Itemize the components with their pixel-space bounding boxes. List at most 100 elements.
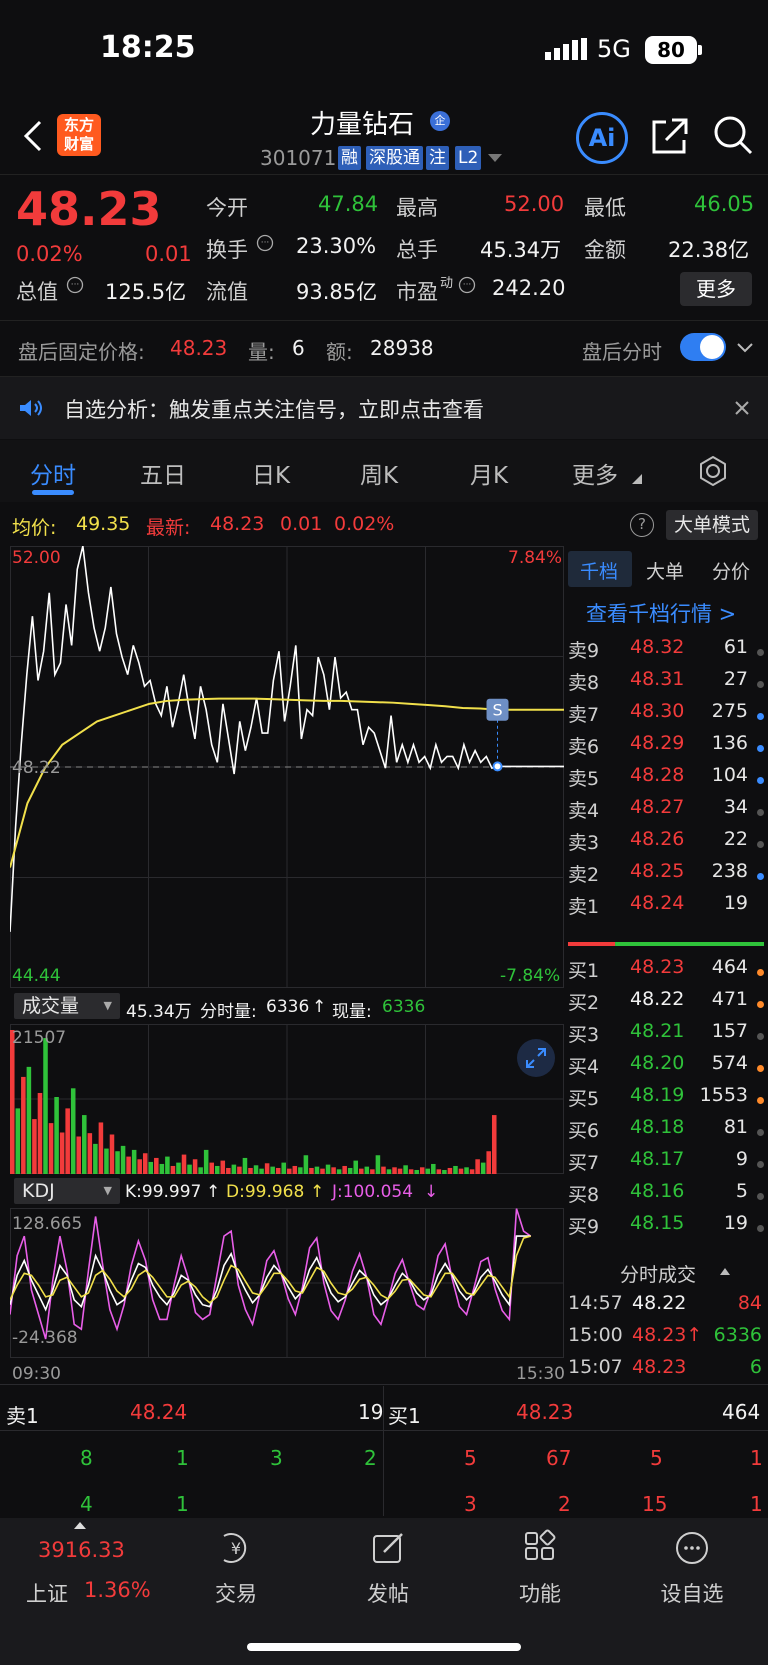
order-book-row[interactable]: 买8 48.16 5 — [566, 1180, 766, 1214]
tab-big-order[interactable]: 大单 — [646, 561, 685, 583]
add-watchlist-icon[interactable] — [642, 1528, 742, 1568]
kdj-indicator-select[interactable]: KDJ ▼ — [14, 1178, 120, 1204]
volume-bar — [142, 1153, 148, 1174]
order-book-row[interactable]: 卖4 48.27 34 — [566, 796, 766, 830]
chevron-down-icon[interactable] — [488, 154, 502, 164]
volume-bar — [253, 1165, 259, 1174]
volume-bar — [314, 1166, 320, 1174]
order-book-row[interactable]: 买2 48.22 471 — [566, 988, 766, 1022]
order-book-row[interactable]: 卖2 48.25 238 — [566, 860, 766, 894]
post-icon[interactable] — [338, 1528, 438, 1568]
volume-bar — [353, 1160, 359, 1174]
order-volume: 464 — [711, 956, 748, 978]
volume-bar — [458, 1168, 464, 1174]
volume-bar — [491, 1115, 497, 1174]
ai-button[interactable]: Ai — [576, 112, 628, 164]
order-volume: 19 — [723, 1212, 748, 1234]
index-value[interactable]: 3916.33 — [38, 1538, 125, 1562]
order-book-row[interactable]: 买9 48.15 19 — [566, 1212, 766, 1246]
order-book-row[interactable]: 买1 48.23 464 — [566, 956, 766, 990]
index-name[interactable]: 上证 — [26, 1582, 68, 1606]
nav-function[interactable]: 功能 — [519, 1582, 561, 1606]
avg-price-line — [10, 697, 498, 868]
notice-banner[interactable] — [0, 377, 768, 439]
info-icon[interactable]: ··· — [256, 234, 274, 252]
help-icon[interactable]: ? — [630, 513, 654, 537]
share-icon[interactable] — [650, 116, 690, 156]
time-start-label: 09:30 — [12, 1364, 61, 1384]
avg-price-value: 49.35 — [76, 513, 131, 535]
volume-bar — [220, 1160, 226, 1174]
k-line — [10, 1235, 531, 1312]
order-book-row[interactable]: 卖3 48.26 22 — [566, 828, 766, 862]
nav-trade[interactable]: 交易 — [215, 1582, 257, 1606]
order-book-row[interactable]: 买6 48.18 81 — [566, 1116, 766, 1150]
order-book-row[interactable]: 买5 48.19 1553 — [566, 1084, 766, 1118]
status-time: 18:25 — [100, 30, 196, 65]
chevron-down-icon[interactable] — [736, 342, 754, 354]
tab-daily-k[interactable]: 日K — [252, 463, 291, 489]
order-book-row[interactable]: 卖5 48.28 104 — [566, 764, 766, 798]
order-book-row[interactable]: 卖6 48.29 136 — [566, 732, 766, 766]
bottom-buy-vol: 464 — [722, 1400, 761, 1424]
nav-add-watchlist[interactable]: 设自选 — [660, 1582, 724, 1606]
current-volume-value: 6336 — [382, 997, 426, 1017]
divider — [0, 376, 768, 377]
tab-five-day[interactable]: 五日 — [140, 463, 186, 489]
order-level-label: 买6 — [568, 1120, 600, 1142]
tab-more[interactable]: 更多 — [572, 463, 618, 489]
tab-intraday[interactable]: 分时 — [30, 463, 76, 489]
tab-weekly-k[interactable]: 周K — [360, 463, 399, 489]
volume-bar — [287, 1168, 292, 1174]
more-button[interactable]: 更多 — [680, 272, 752, 306]
buy-queue-order: 3 — [464, 1492, 477, 1516]
trade-volume: 6336 — [713, 1324, 762, 1346]
svg-text:···: ··· — [261, 238, 270, 248]
after-hours-qty: 6 — [292, 336, 305, 360]
app-logo: 东方 财富 — [57, 114, 101, 156]
order-marker-dot — [757, 1033, 764, 1040]
gear-icon[interactable] — [697, 455, 729, 487]
nav-post[interactable]: 发帖 — [367, 1582, 409, 1606]
volume-label: 总手 — [396, 238, 438, 262]
volume-bar — [82, 1115, 87, 1174]
trade-row: 14:57 48.22 84 — [566, 1292, 766, 1324]
order-book-row[interactable]: 卖1 48.24 19 — [566, 892, 766, 926]
close-icon[interactable] — [734, 400, 750, 416]
order-book-row[interactable]: 卖9 48.32 61 — [566, 636, 766, 670]
intraday-chart[interactable]: S — [10, 546, 564, 988]
index-change[interactable]: 1.36% — [84, 1578, 151, 1602]
order-book-row[interactable]: 卖7 48.30 275 — [566, 700, 766, 734]
order-book-row[interactable]: 卖8 48.31 27 — [566, 668, 766, 702]
info-icon[interactable]: ··· — [66, 276, 84, 294]
volume-bar — [76, 1136, 82, 1174]
order-book-row[interactable]: 买4 48.20 574 — [566, 1052, 766, 1086]
expand-icon[interactable] — [516, 1038, 556, 1078]
kdj-chart[interactable] — [10, 1208, 564, 1358]
view-thousand-level-link[interactable]: 查看千档行情 > — [586, 602, 737, 626]
kdj-max-label: 128.665 — [12, 1214, 83, 1234]
volume-bar — [43, 1038, 48, 1174]
tab-monthly-k[interactable]: 月K — [470, 463, 509, 489]
order-book-row[interactable]: 买7 48.17 9 — [566, 1148, 766, 1182]
change-amount: 0.01 — [145, 242, 192, 266]
trades-title[interactable]: 分时成交 — [620, 1264, 697, 1286]
search-icon[interactable] — [712, 114, 754, 156]
order-price: 48.19 — [630, 1084, 685, 1106]
volume-indicator-select[interactable]: 成交量 ▼ — [14, 993, 120, 1019]
function-grid-icon[interactable] — [490, 1528, 590, 1568]
back-icon[interactable] — [22, 118, 46, 154]
period-tabs — [0, 440, 768, 502]
order-book-row[interactable]: 买3 48.21 157 — [566, 1020, 766, 1054]
trade-icon[interactable]: ¥ — [186, 1528, 286, 1568]
info-icon[interactable]: ··· — [458, 276, 476, 294]
big-order-mode-button[interactable]: 大单模式 — [666, 510, 758, 540]
notice-text[interactable]: 自选分析：触发重点关注信号，立即点击查看 — [64, 398, 484, 422]
volume-bar — [303, 1155, 309, 1174]
j-value: J:100.054 — [332, 1182, 414, 1202]
tab-price-split[interactable]: 分价 — [712, 561, 751, 583]
volume-bar — [21, 1076, 26, 1174]
volume-chart[interactable] — [10, 1024, 564, 1174]
trade-price: 48.23 — [632, 1356, 687, 1378]
tab-thousand-level[interactable]: 千档 — [580, 561, 619, 583]
